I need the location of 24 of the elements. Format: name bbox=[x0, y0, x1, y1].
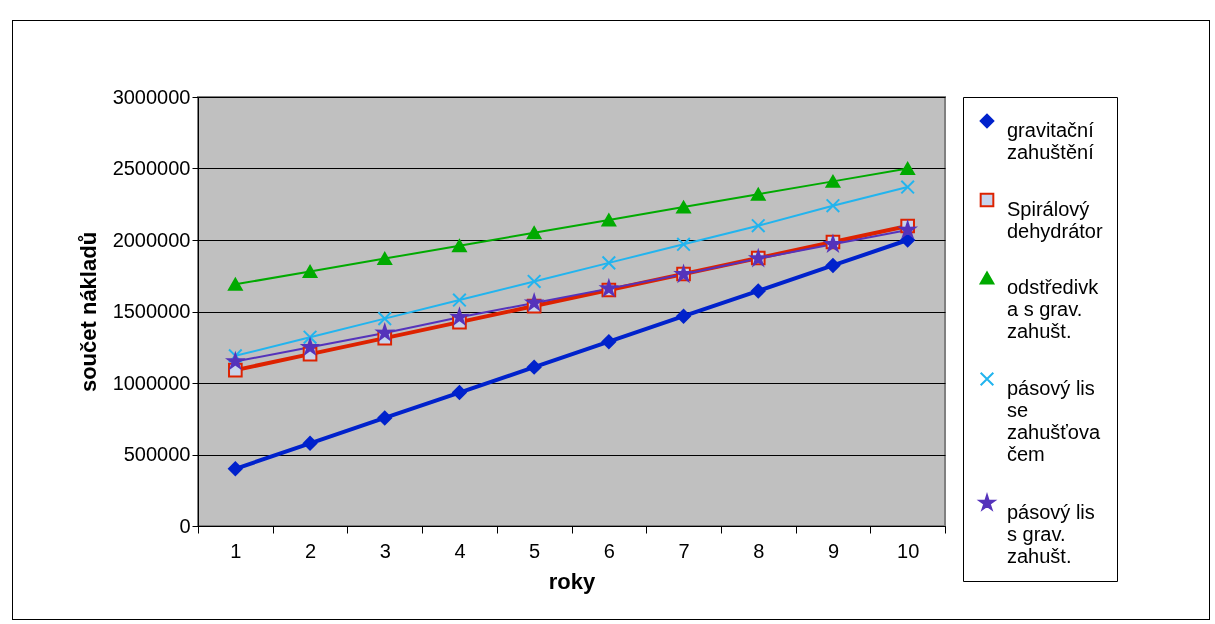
legend-label: odstředivka s grav. zahušt. bbox=[1007, 276, 1100, 342]
x-tick-label: 7 bbox=[678, 539, 690, 562]
y-tick-label: 500000 bbox=[123, 443, 191, 465]
x-tick-label: 6 bbox=[603, 539, 615, 562]
legend-label: Spirálový dehydrátor bbox=[1007, 198, 1103, 242]
x-tick-label: 4 bbox=[454, 539, 466, 562]
y-tick-label: 1000000 bbox=[112, 371, 191, 394]
y-tick-label: 0 bbox=[179, 514, 191, 537]
legend-label: pásový lis se zahušťovačem bbox=[1007, 377, 1101, 465]
y-axis-title: součet nákladů bbox=[75, 231, 101, 393]
legend-label: gravitační zahuštění bbox=[1007, 119, 1095, 163]
x-axis-title: roky bbox=[548, 568, 596, 594]
y-tick-label: 2500000 bbox=[112, 157, 191, 179]
x-tick-label: 5 bbox=[529, 539, 541, 562]
x-tick-label: 3 bbox=[379, 539, 391, 562]
legend-label: pásový lis s grav. zahušt. bbox=[1007, 501, 1095, 567]
y-tick-label: 1500000 bbox=[112, 300, 191, 322]
x-tick-label: 9 bbox=[827, 539, 840, 562]
y-tick-label: 2000000 bbox=[112, 228, 191, 251]
x-tick-label: 8 bbox=[753, 539, 765, 562]
x-tick-label: 10 bbox=[897, 539, 920, 562]
x-tick-label: 2 bbox=[304, 539, 317, 562]
y-tick-label: 3000000 bbox=[112, 85, 191, 108]
x-tick-label: 1 bbox=[230, 539, 242, 562]
